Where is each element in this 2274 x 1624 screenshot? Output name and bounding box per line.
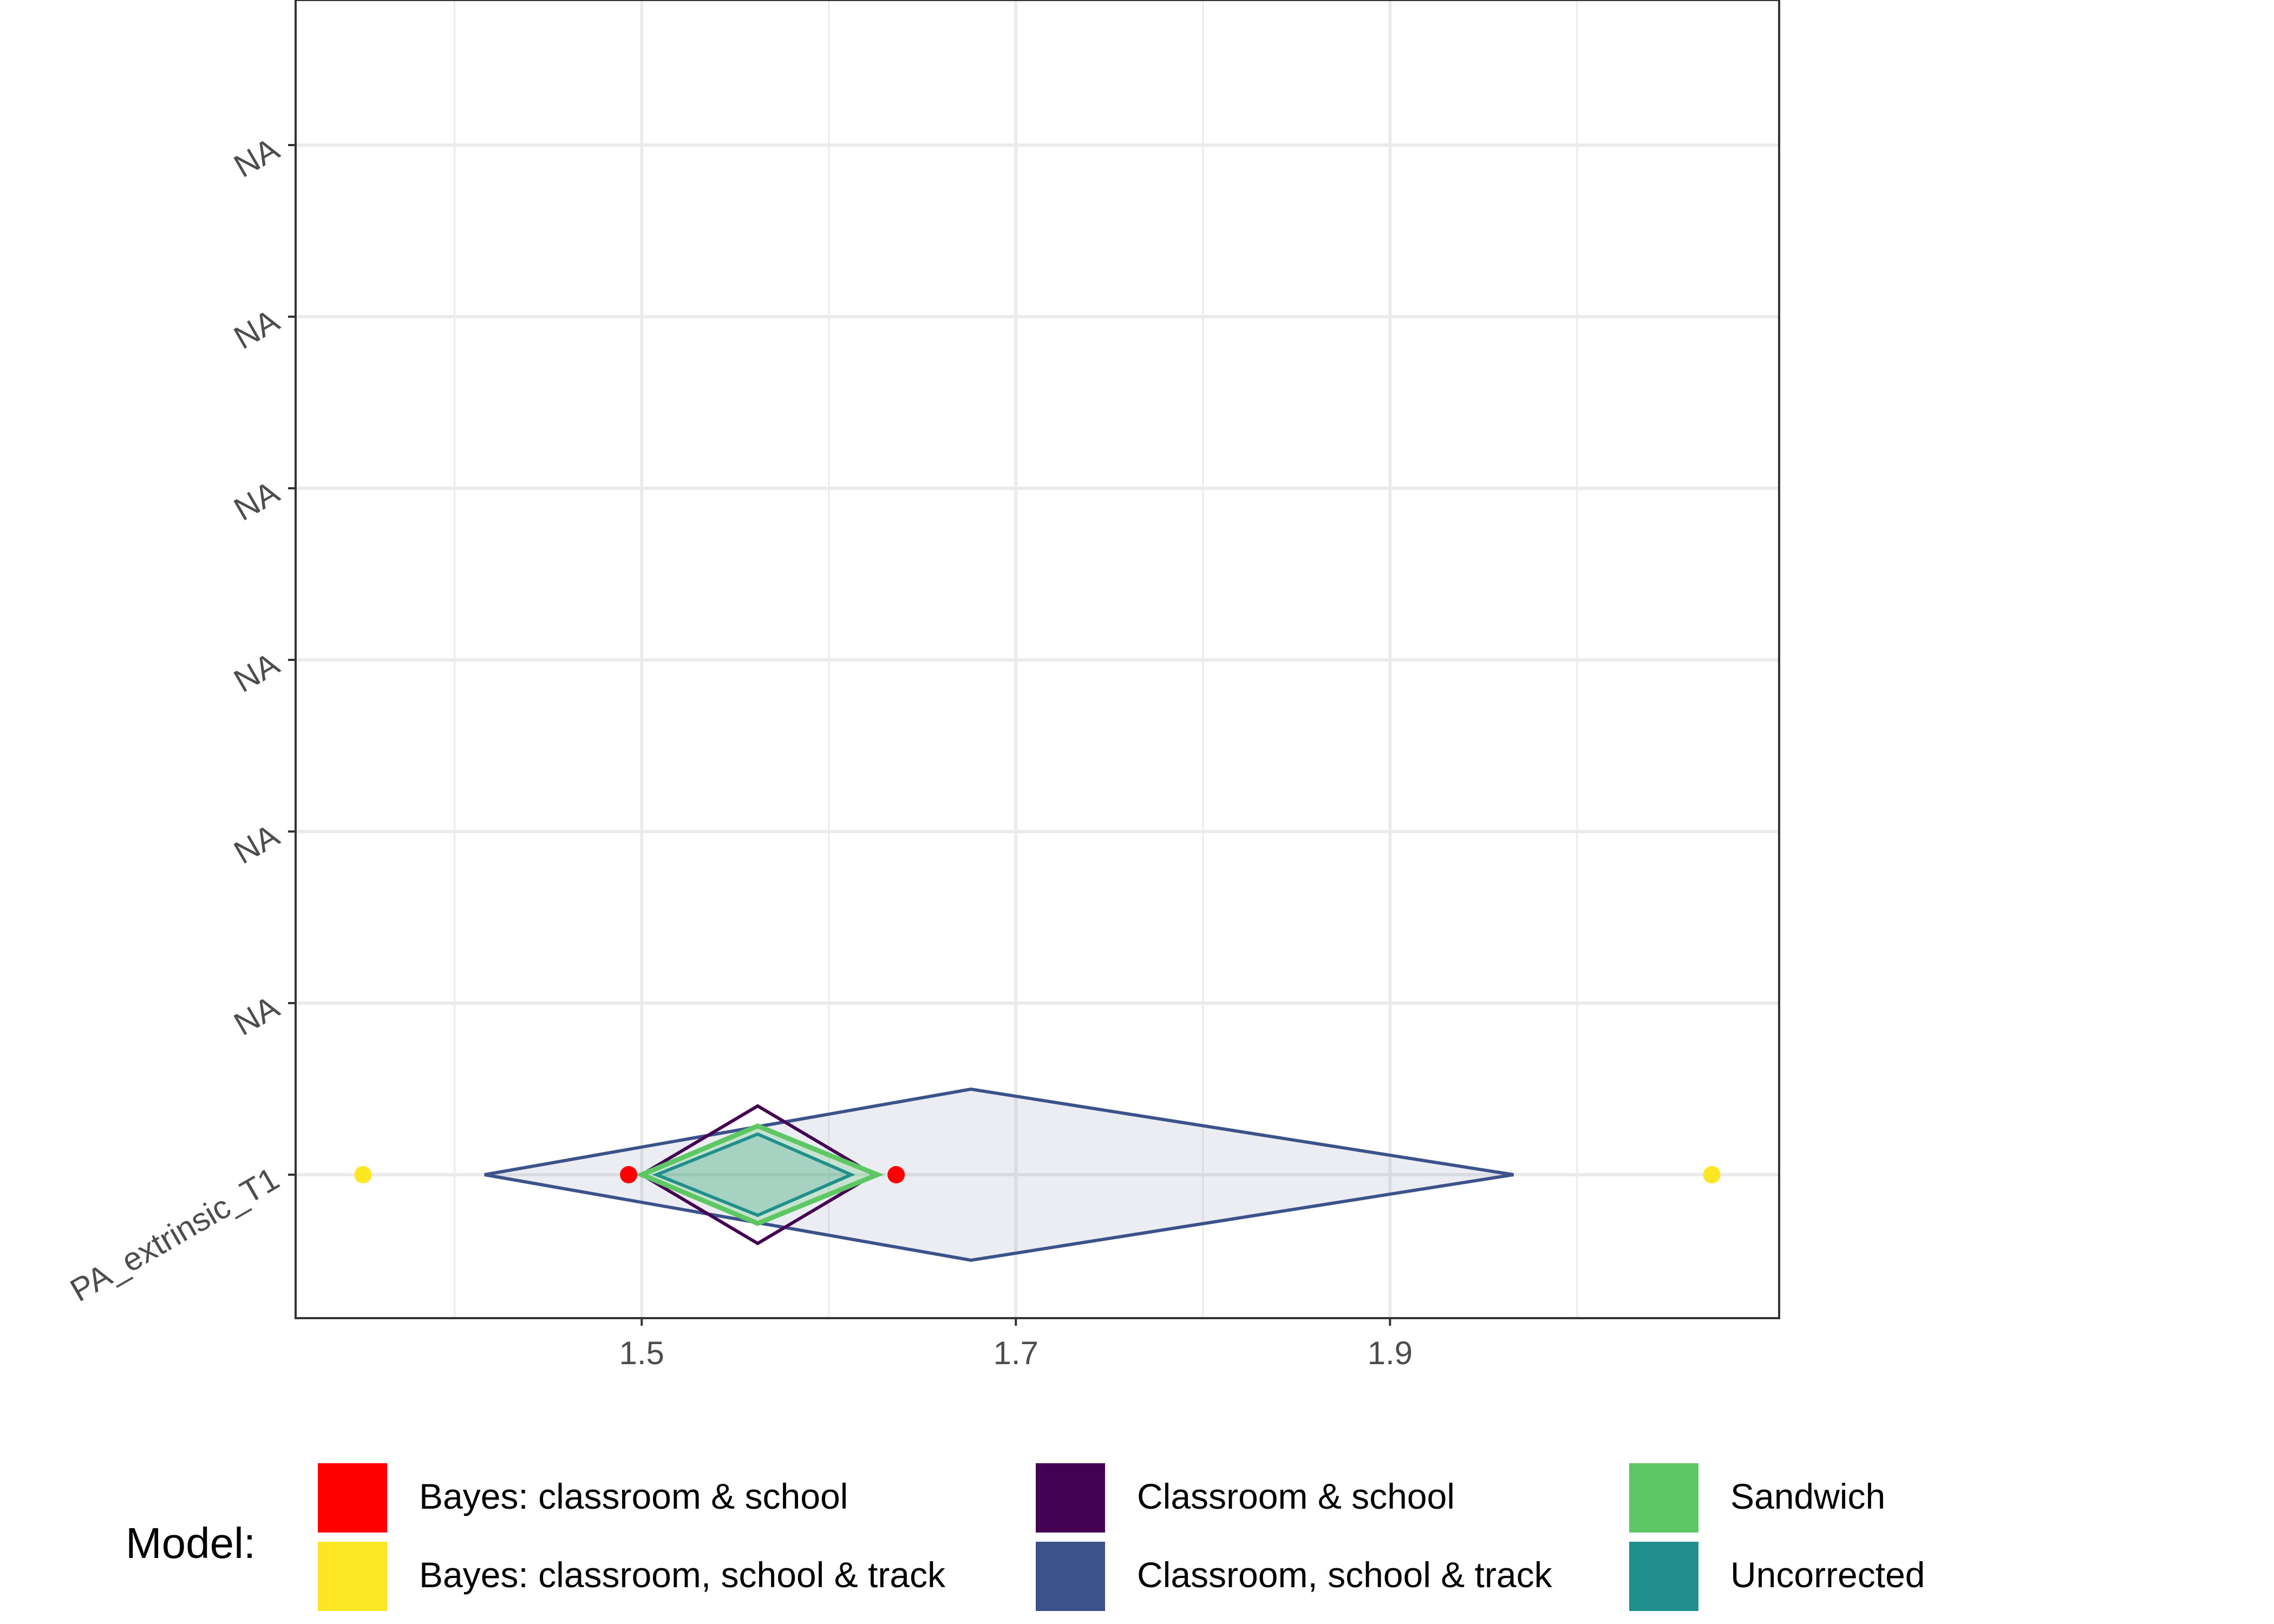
point-bayes-classroom-school bbox=[620, 1166, 638, 1183]
y-axis: PA_extrinsic_T1 NA NA NA NA NA NA bbox=[64, 130, 296, 1308]
y-tick-label: NA bbox=[228, 988, 285, 1043]
grid-lines bbox=[296, 0, 1779, 1318]
legend-label: Uncorrected bbox=[1730, 1555, 1925, 1595]
legend-key bbox=[1036, 1463, 1105, 1533]
legend-label: Classroom, school & track bbox=[1137, 1555, 1553, 1595]
x-axis: 1.5 1.7 1.9 bbox=[619, 1318, 1413, 1371]
legend-key bbox=[1036, 1542, 1105, 1611]
legend-key bbox=[318, 1542, 387, 1611]
y-tick-label: NA bbox=[228, 302, 285, 356]
point-bayes-classroom-school bbox=[887, 1166, 905, 1183]
diamond-sandwich bbox=[635, 1123, 884, 1226]
point-layer bbox=[354, 1166, 1721, 1183]
legend-label: Classroom & school bbox=[1137, 1476, 1455, 1516]
legend-label: Bayes: classroom, school & track bbox=[419, 1555, 946, 1595]
y-tick-label: NA bbox=[228, 645, 285, 699]
x-tick-label: 1.7 bbox=[994, 1335, 1038, 1371]
legend-key bbox=[318, 1463, 387, 1533]
x-tick-label: 1.9 bbox=[1368, 1335, 1413, 1371]
legend-key bbox=[1629, 1463, 1698, 1533]
point-bayes-classroom-school-track bbox=[354, 1166, 372, 1183]
legend-title: Model: bbox=[126, 1519, 256, 1567]
y-tick-label: NA bbox=[228, 474, 285, 528]
diamond-layer bbox=[484, 1087, 1514, 1262]
legend-label: Bayes: classroom & school bbox=[419, 1476, 848, 1516]
diamond-uncorrected bbox=[652, 1132, 855, 1217]
y-tick-label: PA_extrinsic_T1 bbox=[64, 1160, 285, 1308]
legend: Model: Bayes: classroom & school Bayes: cl… bbox=[126, 1462, 1925, 1613]
point-bayes-classroom-school-track bbox=[1703, 1166, 1721, 1183]
y-tick-label: NA bbox=[228, 817, 285, 871]
y-tick-label: NA bbox=[228, 130, 285, 185]
legend-key bbox=[1629, 1542, 1698, 1611]
legend-label: Sandwich bbox=[1730, 1476, 1885, 1516]
x-tick-label: 1.5 bbox=[619, 1335, 664, 1371]
